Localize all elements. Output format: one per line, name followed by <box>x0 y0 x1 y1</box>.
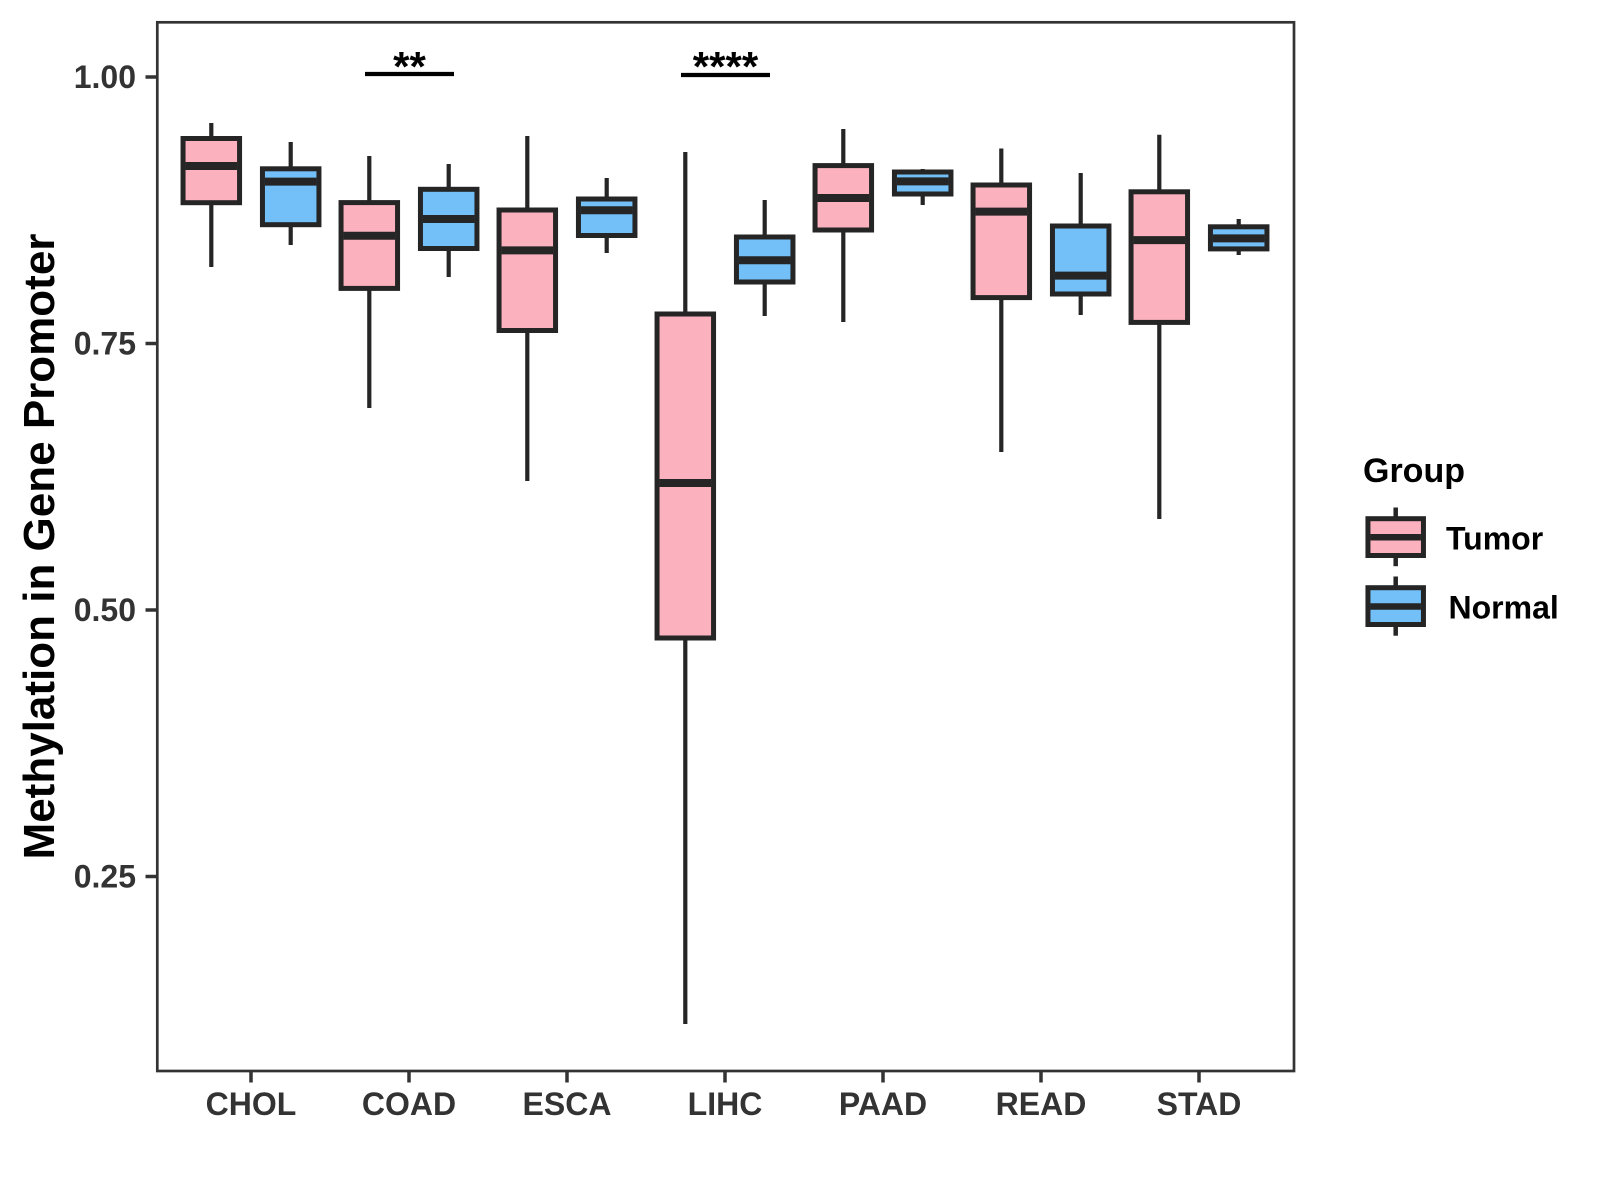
svg-text:0.25: 0.25 <box>74 859 136 895</box>
svg-text:Methylation in Gene Promoter: Methylation in Gene Promoter <box>15 234 64 860</box>
svg-text:READ: READ <box>996 1086 1087 1122</box>
svg-text:0.75: 0.75 <box>74 326 136 362</box>
svg-text:1.00: 1.00 <box>74 59 136 95</box>
svg-text:Group: Group <box>1363 452 1465 490</box>
svg-text:Normal: Normal <box>1449 590 1559 626</box>
svg-text:ESCA: ESCA <box>523 1086 612 1122</box>
svg-text:CHOL: CHOL <box>206 1086 297 1122</box>
svg-text:0.50: 0.50 <box>74 592 136 628</box>
svg-text:Tumor: Tumor <box>1446 521 1543 557</box>
svg-text:COAD: COAD <box>362 1086 456 1122</box>
svg-text:STAD: STAD <box>1157 1086 1242 1122</box>
svg-text:PAAD: PAAD <box>839 1086 927 1122</box>
svg-text:****: **** <box>693 43 759 90</box>
svg-text:LIHC: LIHC <box>688 1086 763 1122</box>
svg-text:**: ** <box>393 43 426 90</box>
